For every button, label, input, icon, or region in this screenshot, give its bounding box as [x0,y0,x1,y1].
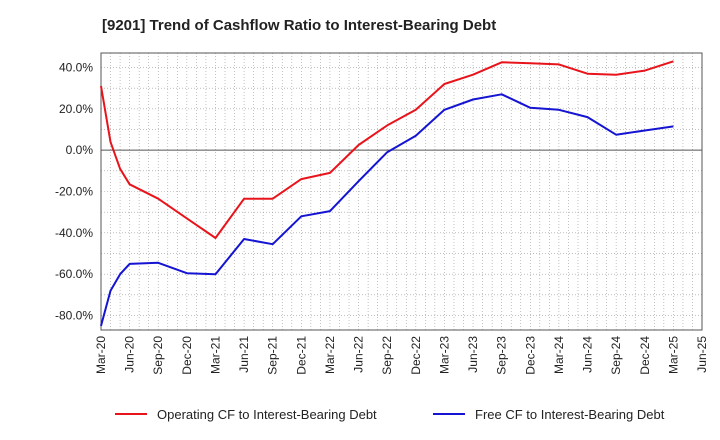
x-tick-label: Sep-22 [380,336,394,375]
plot-area-frame [100,52,703,331]
x-tick-label: Dec-24 [638,336,652,375]
y-tick-label: -80.0% [55,309,93,323]
y-tick-label: 0.0% [66,143,94,157]
y-tick-label: -40.0% [55,226,93,240]
x-tick-label: Mar-21 [208,336,222,374]
x-tick-label: Dec-22 [409,336,423,375]
x-tick-label: Sep-23 [495,336,509,375]
x-tick-label: Mar-24 [552,336,566,374]
y-tick-label: 40.0% [59,60,93,74]
series-lines [100,60,674,327]
y-tick-label: -20.0% [55,185,93,199]
x-tick-label: Jun-20 [123,336,137,373]
chart-title: [9201] Trend of Cashflow Ratio to Intere… [102,17,496,34]
legend-label: Operating CF to Interest-Bearing Debt [157,407,377,422]
x-tick-label: Jun-22 [352,336,366,373]
x-tick-label: Sep-24 [609,336,623,375]
x-tick-label: Jun-21 [237,336,251,373]
x-tick-label: Mar-22 [323,336,337,374]
grid-lines [100,53,703,330]
x-tick-label: Dec-20 [180,336,194,375]
x-axis-tick-labels: Mar-20 Jun-20 Sep-20 Dec-20 Mar-21 Jun-21 Sep-… [94,336,709,375]
y-axis-tick-labels: 40.0% 20.0% 0.0% -20.0% -40.0% -60.0% -80.0% [55,60,93,322]
legend: Operating CF to Interest-Bearing Debt Fre… [115,407,665,422]
x-tick-label: Sep-21 [266,336,280,375]
x-tick-label: Jun-23 [466,336,480,373]
y-tick-label: -60.0% [55,267,93,281]
series-line-free-cf [100,93,674,327]
x-tick-label: Jun-24 [581,336,595,373]
x-tick-label: Mar-25 [666,336,680,374]
x-tick-label: Jun-25 [695,336,709,373]
x-tick-label: Mar-20 [94,336,108,374]
legend-label: Free CF to Interest-Bearing Debt [475,407,665,422]
x-tick-label: Dec-21 [294,336,308,375]
x-tick-label: Dec-23 [523,336,537,375]
y-tick-label: 20.0% [59,102,93,116]
x-tick-label: Mar-23 [437,336,451,374]
x-tick-label: Sep-20 [151,336,165,375]
series-line-operating-cf [100,60,674,239]
